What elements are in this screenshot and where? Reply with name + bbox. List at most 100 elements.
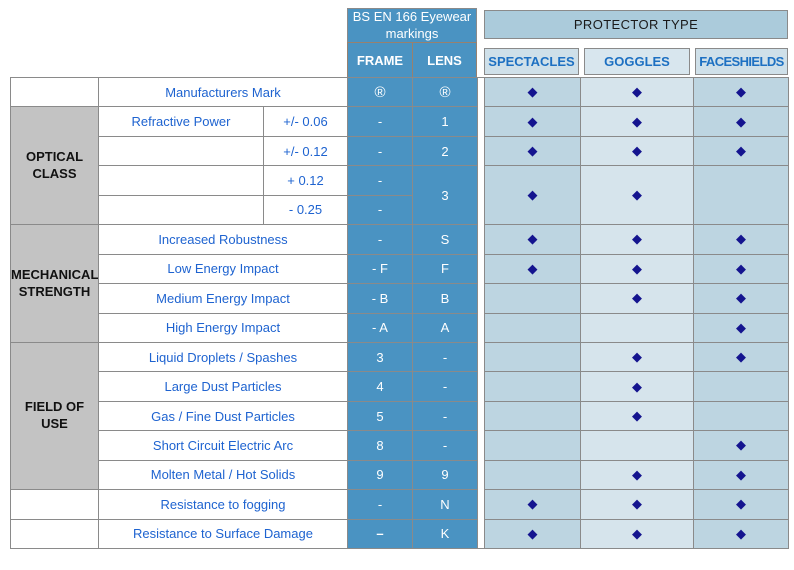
table-row: High Energy Impact - A A ◆ [11, 312, 789, 343]
row-label: Manufacturers Mark [98, 76, 348, 108]
group-label-optical-class: OPTICAL CLASS [10, 106, 99, 226]
faceshields-mark-cell [693, 371, 789, 402]
goggles-mark-cell: ◆ [580, 135, 694, 167]
goggles-mark-cell: ◆ [580, 459, 694, 491]
lens-value-cell: N [412, 489, 478, 520]
faceshields-column-header: FACESHIELDS [695, 48, 788, 75]
faceshields-mark-cell: ◆ [693, 135, 789, 167]
goggles-mark-cell: ◆ [580, 224, 694, 255]
markings-table: Manufacturers Mark ® ® ◆ ◆ ◆ OPTICAL CLA… [10, 76, 789, 550]
faceshields-mark-cell [693, 165, 789, 226]
column-gap [477, 77, 485, 549]
goggles-mark-cell [580, 430, 694, 461]
lens-value-cell: F [412, 253, 478, 285]
protector-type-header: PROTECTOR TYPE [484, 10, 788, 39]
row-label: Large Dust Particles [98, 371, 348, 402]
table-row: OPTICAL CLASS Refractive Power +/- 0.06 … [10, 106, 789, 226]
lens-column-header: LENS [412, 42, 477, 78]
faceshields-mark-cell: ◆ [693, 106, 789, 137]
lens-value-cell: - [412, 430, 478, 461]
frame-column-header: FRAME [347, 42, 413, 78]
spacer-cell [10, 518, 99, 550]
goggles-mark-cell: ◆ [580, 371, 694, 402]
frame-value-cell: - [347, 106, 413, 137]
table-row: Resistance to Surface Damage – K ◆ ◆ ◆ [10, 518, 789, 550]
row-label: Low Energy Impact [98, 253, 348, 285]
faceshields-mark-cell: ◆ [693, 518, 789, 550]
spectacles-mark-cell: ◆ [484, 253, 581, 285]
row-subvalue: +/- 0.12 [263, 135, 348, 167]
row-label: Resistance to Surface Damage [98, 518, 348, 550]
goggles-mark-cell: ◆ [580, 106, 694, 137]
table-row: + 0.12 - 3 ◆ ◆ [11, 165, 789, 226]
faceshields-mark-cell: ◆ [693, 312, 789, 343]
table-row: Manufacturers Mark ® ® ◆ ◆ ◆ [10, 76, 789, 549]
spectacles-mark-cell [484, 312, 581, 343]
spectacles-mark-cell: ◆ [484, 165, 581, 226]
row-label: Gas / Fine Dust Particles [98, 400, 348, 432]
table-row: Short Circuit Electric Arc 8 - ◆ [11, 430, 789, 461]
frame-value-cell: - [347, 165, 413, 196]
goggles-column-header: GOGGLES [584, 48, 690, 75]
row-label [98, 165, 264, 196]
frame-value-cell: - [347, 489, 413, 520]
faceshields-mark-cell: ◆ [693, 430, 789, 461]
lens-value-cell: 1 [412, 106, 478, 137]
lens-value-cell: - [412, 371, 478, 402]
spectacles-mark-cell: ◆ [484, 518, 581, 550]
spectacles-mark-cell: ◆ [484, 135, 581, 167]
table-row: FIELD OF USE Liquid Droplets / Spashes 3… [10, 341, 789, 491]
frame-value-cell: – [347, 518, 413, 550]
goggles-mark-cell: ◆ [580, 341, 694, 373]
goggles-mark-cell: ◆ [580, 283, 694, 314]
frame-value-cell: 8 [347, 430, 413, 461]
lens-value-cell: - [412, 341, 478, 373]
faceshields-mark-cell: ◆ [693, 283, 789, 314]
lens-value-cell: 3 [412, 165, 478, 226]
faceshields-mark-cell: ◆ [693, 224, 789, 255]
goggles-mark-cell [580, 312, 694, 343]
frame-value-cell: 5 [347, 400, 413, 432]
spectacles-mark-cell [484, 283, 581, 314]
row-label: Medium Energy Impact [98, 283, 348, 314]
lens-value-cell: 2 [412, 135, 478, 167]
row-subvalue: - 0.25 [263, 194, 348, 226]
lens-value-cell: S [412, 224, 478, 255]
table-row: Gas / Fine Dust Particles 5 - ◆ [11, 400, 789, 432]
faceshields-mark-cell [693, 400, 789, 432]
lens-value-cell: A [412, 312, 478, 343]
faceshields-mark-cell: ◆ [693, 253, 789, 285]
lens-value-cell: ® [412, 76, 478, 108]
frame-value-cell: - [347, 194, 413, 226]
frame-value-cell: ® [347, 76, 413, 108]
goggles-mark-cell: ◆ [580, 76, 694, 108]
faceshields-mark-cell: ◆ [693, 489, 789, 520]
lens-value-cell: B [412, 283, 478, 314]
spectacles-column-header: SPECTACLES [484, 48, 579, 75]
row-label: High Energy Impact [98, 312, 348, 343]
spectacles-mark-cell [484, 341, 581, 373]
frame-value-cell: - [347, 224, 413, 255]
table-row: Medium Energy Impact - B B ◆ ◆ [11, 283, 789, 314]
spacer-cell [10, 76, 99, 108]
spectacles-mark-cell [484, 459, 581, 491]
faceshields-mark-cell: ◆ [693, 76, 789, 108]
row-subvalue: + 0.12 [263, 165, 348, 196]
table-row: MECHANICAL STRENGTH Increased Robustness… [10, 224, 789, 343]
spectacles-mark-cell: ◆ [484, 224, 581, 255]
frame-value-cell: 9 [347, 459, 413, 491]
frame-value-cell: 4 [347, 371, 413, 402]
table-row: Resistance to fogging - N ◆ ◆ ◆ [10, 489, 789, 520]
lens-value-cell: - [412, 400, 478, 432]
row-label: Resistance to fogging [98, 489, 348, 520]
frame-value-cell: - B [347, 283, 413, 314]
faceshields-mark-cell: ◆ [693, 341, 789, 373]
group-label-field-of-use: FIELD OF USE [10, 341, 99, 491]
goggles-mark-cell: ◆ [580, 165, 694, 226]
table-row: Low Energy Impact - F F ◆ ◆ ◆ [11, 253, 789, 285]
row-label: Increased Robustness [98, 224, 348, 255]
spectacles-mark-cell: ◆ [484, 489, 581, 520]
goggles-mark-cell: ◆ [580, 253, 694, 285]
table-row: Large Dust Particles 4 - ◆ [11, 371, 789, 402]
